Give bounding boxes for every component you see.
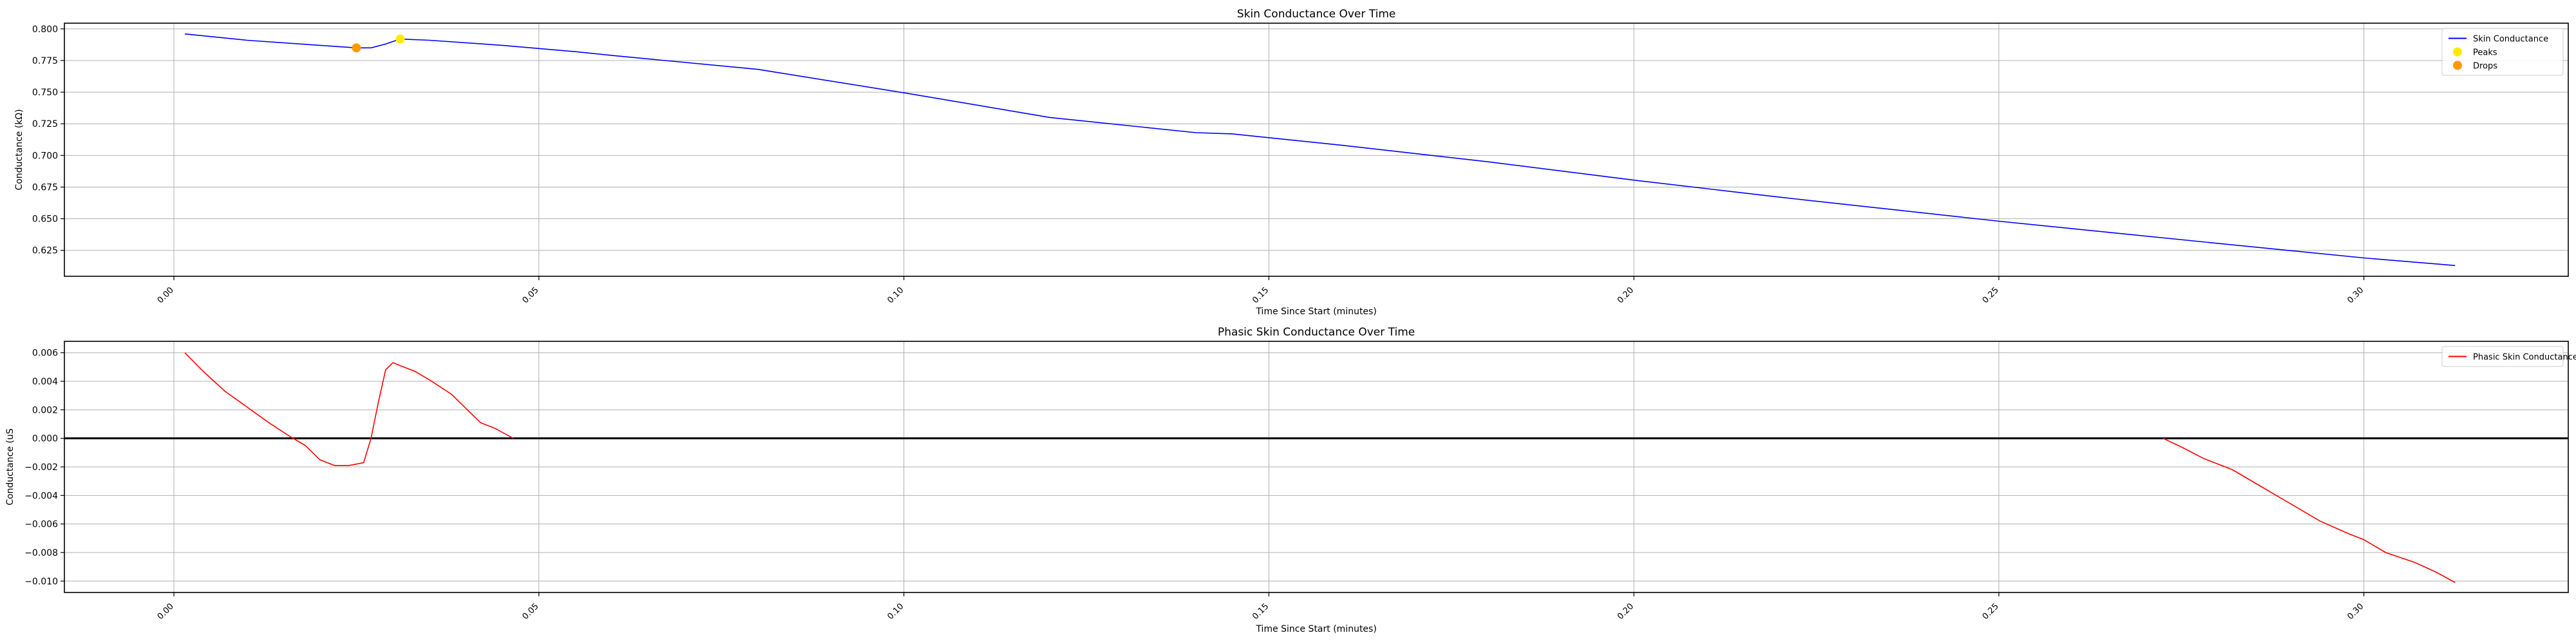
legend: Phasic Skin Conductance	[2441, 346, 2576, 367]
x-tick-label: 0.20	[1616, 285, 1636, 305]
x-tick-label: 0.10	[886, 285, 905, 305]
y-axis-label: Conductance (uS	[5, 428, 15, 506]
series-layer	[64, 352, 2568, 583]
x-tick-label: 0.00	[156, 601, 176, 621]
legend-label-phasic-skin-conductance: Phasic Skin Conductance	[2473, 353, 2576, 363]
y-tick-label: 0.006	[32, 348, 58, 359]
y-tick-label: −0.002	[24, 462, 58, 473]
legend-box	[2441, 346, 2564, 367]
x-axis-label: Time Since Start (minutes)	[1255, 307, 1376, 317]
y-tick-label: 0.004	[32, 377, 58, 387]
legend-swatch-drops	[2453, 61, 2462, 70]
y-tick-label: 0.650	[32, 214, 58, 225]
grid-layer	[64, 341, 2568, 592]
phasic-skin-conductance-line	[2163, 437, 2456, 583]
phasic-skin-conductance-line	[184, 352, 514, 466]
chart-title: Skin Conductance Over Time	[1237, 8, 1396, 21]
y-tick-label: −0.010	[24, 576, 58, 587]
x-ticks: 0.00 0.05 0.10 0.15 0.20 0.25 0.30	[156, 276, 2365, 305]
x-tick-label: 0.10	[886, 601, 905, 621]
x-tick-label: 0.00	[156, 285, 176, 305]
y-tick-label: 0.725	[32, 119, 58, 129]
x-tick-label: 0.05	[521, 285, 541, 305]
y-tick-label: 0.625	[32, 246, 58, 256]
y-tick-label: 0.800	[32, 24, 58, 35]
y-axis-label: Conductance (kΩ)	[14, 109, 24, 190]
plot-frame	[64, 23, 2569, 277]
y-tick-label: −0.004	[24, 491, 58, 501]
y-tick-label: 0.775	[32, 56, 58, 66]
grid-layer	[64, 23, 2568, 276]
legend: Skin Conductance Peaks Drops	[2441, 28, 2564, 76]
legend-label-skin-conductance: Skin Conductance	[2473, 35, 2548, 44]
x-tick-label: 0.25	[1981, 601, 2001, 621]
y-ticks: −0.010 −0.008 −0.006 −0.004 −0.002 0.000 0.002…	[24, 348, 64, 587]
y-tick-label: 0.700	[32, 151, 58, 161]
x-tick-label: 0.25	[1981, 285, 2001, 305]
x-tick-label: 0.05	[521, 601, 541, 621]
y-tick-label: 0.000	[32, 434, 58, 444]
peaks-marker	[395, 34, 405, 44]
y-tick-label: 0.750	[32, 88, 58, 98]
skin-conductance-chart: 0.00 0.05 0.10 0.15 0.20 0.25 0.30 0.6250.6500…	[14, 8, 2569, 317]
chart-title: Phasic Skin Conductance Over Time	[1218, 326, 1415, 339]
skin-conductance-line	[184, 33, 2456, 267]
series-layer	[184, 33, 2456, 267]
x-tick-label: 0.30	[2345, 285, 2365, 305]
legend-label-peaks: Peaks	[2473, 48, 2497, 58]
x-tick-label: 0.30	[2345, 601, 2365, 621]
legend-box	[2441, 28, 2564, 76]
x-tick-label: 0.20	[1616, 601, 1636, 621]
x-tick-label: 0.15	[1251, 601, 1271, 621]
y-tick-label: 0.675	[32, 182, 58, 193]
legend-label-drops: Drops	[2473, 62, 2497, 71]
y-tick-label: 0.002	[32, 405, 58, 415]
x-axis-label: Time Since Start (minutes)	[1255, 624, 1376, 634]
plot-frame	[64, 341, 2569, 593]
y-tick-label: −0.008	[24, 548, 58, 558]
y-tick-label: −0.006	[24, 520, 58, 530]
phasic-skin-conductance-chart: 0.00 0.05 0.10 0.15 0.20 0.25 0.30 −0.010 −0.00…	[5, 326, 2576, 634]
legend-swatch-peaks	[2453, 47, 2462, 57]
x-tick-label: 0.15	[1251, 285, 1271, 305]
x-ticks: 0.00 0.05 0.10 0.15 0.20 0.25 0.30	[156, 592, 2365, 621]
drops-marker	[352, 43, 361, 53]
y-ticks: 0.625 0.650 0.675 0.700 0.725 0.750 0.775 0.800	[32, 24, 64, 256]
